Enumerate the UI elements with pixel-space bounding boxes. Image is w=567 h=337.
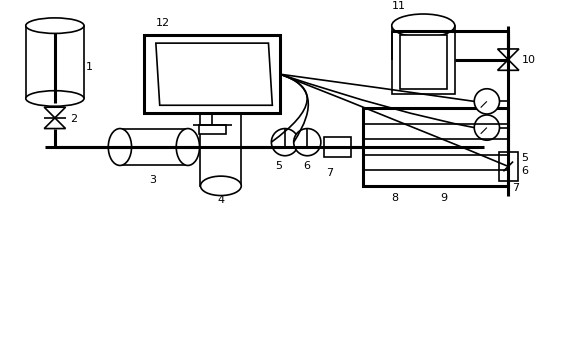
Ellipse shape [201, 176, 242, 195]
Text: 4: 4 [217, 195, 224, 205]
Text: 6: 6 [303, 161, 310, 171]
Bar [26, 26, 84, 98]
Text: 7: 7 [325, 168, 333, 178]
Text: 5: 5 [521, 153, 528, 162]
Circle shape [474, 115, 500, 140]
Text: 1: 1 [86, 62, 93, 72]
Bar [144, 35, 280, 113]
Bar [392, 26, 455, 94]
Ellipse shape [26, 18, 84, 33]
Bar [198, 125, 226, 134]
Text: 11: 11 [392, 1, 406, 11]
Text: 6: 6 [521, 166, 528, 176]
Bar [201, 79, 242, 186]
Bar [120, 128, 188, 165]
Text: 3: 3 [149, 175, 156, 185]
Text: 10: 10 [522, 56, 536, 65]
Text: 9: 9 [441, 193, 447, 203]
Circle shape [272, 128, 299, 156]
Bar [363, 108, 508, 186]
Ellipse shape [26, 91, 84, 106]
Text: 7: 7 [512, 183, 519, 193]
Text: 8: 8 [392, 193, 399, 203]
Text: 5: 5 [275, 161, 282, 171]
Ellipse shape [108, 128, 132, 165]
Circle shape [474, 89, 500, 114]
Bar [498, 152, 518, 181]
Circle shape [294, 128, 321, 156]
Text: 2: 2 [70, 114, 78, 124]
Bar [400, 35, 447, 89]
Ellipse shape [201, 69, 242, 89]
Bar [324, 137, 351, 157]
Ellipse shape [176, 128, 200, 165]
Text: 12: 12 [156, 18, 170, 28]
Ellipse shape [392, 14, 455, 37]
